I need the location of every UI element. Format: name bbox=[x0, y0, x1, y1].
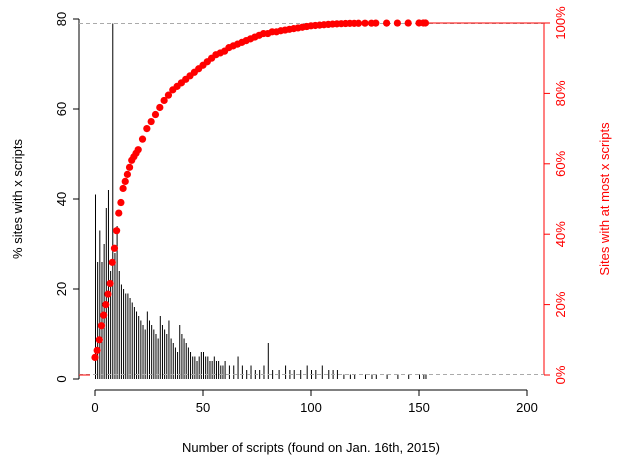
y-left-tick-label: 0 bbox=[54, 375, 69, 382]
x-axis-title: Number of scripts (found on Jan. 16th, 2… bbox=[182, 440, 440, 455]
cumulative-point bbox=[95, 336, 103, 344]
y-axis-right-title: Sites with at most x scripts bbox=[597, 122, 612, 276]
axes-layer: 0 20 40 60 80 0% 20% 40% 60% 80% 100% 0 50 100 150 200 bbox=[54, 6, 568, 415]
cumulative-point bbox=[125, 163, 134, 171]
cumulative-point bbox=[117, 198, 125, 207]
y-left-tick-label: 20 bbox=[54, 282, 69, 296]
y-left-tick-label: 40 bbox=[54, 192, 69, 206]
cumulative-point bbox=[97, 322, 106, 330]
cumulative-point bbox=[147, 117, 155, 126]
cumulative-point bbox=[104, 290, 112, 298]
cumulative-point bbox=[138, 135, 147, 143]
cumulative-point bbox=[354, 19, 363, 27]
y-left-tick-label: 60 bbox=[54, 102, 69, 116]
cumulative-point bbox=[110, 244, 119, 252]
y-right-tick-label: 20% bbox=[553, 291, 568, 317]
cumulative-point bbox=[123, 170, 131, 178]
cumulative-point bbox=[115, 209, 123, 217]
y-left-tick-label: 80 bbox=[54, 12, 69, 26]
y-axis-left-title: % sites with x scripts bbox=[10, 139, 25, 259]
cumulative-point bbox=[383, 19, 391, 27]
cumulative-point bbox=[119, 184, 127, 193]
y-right-tick-label: 40% bbox=[553, 221, 568, 247]
cumulative-point bbox=[404, 19, 412, 27]
x-tick-label: 200 bbox=[516, 400, 538, 415]
cumulative-point bbox=[113, 227, 121, 235]
cumulative-point bbox=[156, 103, 164, 112]
cumulative-point bbox=[121, 177, 129, 185]
x-tick-label: 0 bbox=[91, 400, 98, 415]
y-right-tick-label: 0% bbox=[553, 365, 568, 384]
cumulative-point bbox=[91, 353, 99, 361]
cumulative-point bbox=[108, 258, 116, 266]
y-right-tick-label: 80% bbox=[553, 80, 568, 106]
cumulative-point bbox=[361, 19, 369, 27]
cumulative-points bbox=[91, 19, 430, 361]
x-tick-label: 100 bbox=[300, 400, 322, 415]
cumulative-point bbox=[393, 19, 401, 27]
cumulative-point bbox=[100, 311, 108, 319]
reference-lines bbox=[79, 22, 544, 376]
cumulative-point bbox=[102, 301, 110, 309]
cumulative-point bbox=[421, 19, 430, 27]
cumulative-point bbox=[93, 346, 101, 354]
cumulative-point bbox=[143, 125, 151, 133]
cumulative-point bbox=[160, 96, 168, 105]
cumulative-point bbox=[372, 19, 380, 27]
cumulative-point bbox=[151, 110, 160, 119]
x-tick-label: 150 bbox=[408, 400, 430, 415]
x-tick-label: 50 bbox=[196, 400, 210, 415]
cumulative-point bbox=[106, 279, 114, 288]
y-right-tick-label: 60% bbox=[553, 150, 568, 176]
cumulative-point bbox=[164, 91, 173, 99]
histogram-bars bbox=[95, 23, 427, 379]
cumulative-point bbox=[134, 146, 142, 154]
y-right-tick-label: 100% bbox=[553, 6, 568, 40]
